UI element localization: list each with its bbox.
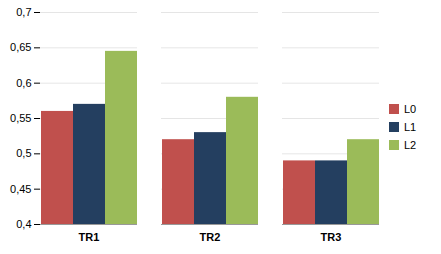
html-text:L1: L1 [404,121,417,133]
html-text:L0: L0 [404,103,417,115]
html-text:L2: L2 [404,139,417,151]
svg-text:0,5: 0,5 [16,147,31,159]
svg-text:0,4: 0,4 [16,218,31,230]
svg-text:0,55: 0,55 [10,112,31,124]
svg-text:0,65: 0,65 [10,41,31,53]
svg-text:TR2: TR2 [200,231,221,243]
svg-text:0,6: 0,6 [16,77,31,89]
svg-text:0,7: 0,7 [16,6,31,18]
svg-text:TR1: TR1 [79,231,100,243]
svg-text:0,45: 0,45 [10,183,31,195]
svg-text:TR3: TR3 [321,231,342,243]
